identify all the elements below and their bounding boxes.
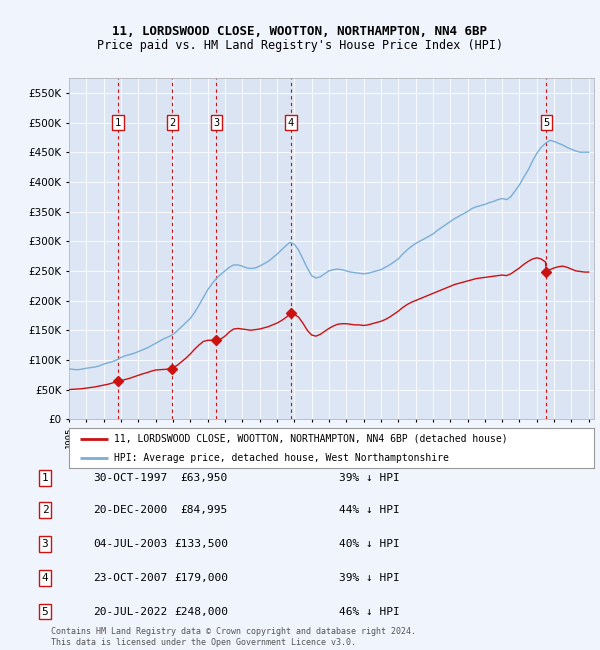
Text: 5: 5 xyxy=(41,606,49,617)
Text: £248,000: £248,000 xyxy=(174,606,228,617)
Text: 40% ↓ HPI: 40% ↓ HPI xyxy=(339,539,400,549)
Text: 46% ↓ HPI: 46% ↓ HPI xyxy=(339,606,400,617)
Text: 23-OCT-2007: 23-OCT-2007 xyxy=(93,573,167,583)
Text: 20-DEC-2000: 20-DEC-2000 xyxy=(93,505,167,515)
Text: £84,995: £84,995 xyxy=(181,505,228,515)
Text: 5: 5 xyxy=(543,118,550,127)
Text: £63,950: £63,950 xyxy=(181,473,228,483)
Text: 3: 3 xyxy=(213,118,220,127)
Text: £179,000: £179,000 xyxy=(174,573,228,583)
Text: 44% ↓ HPI: 44% ↓ HPI xyxy=(339,505,400,515)
Text: 3: 3 xyxy=(41,539,49,549)
Bar xyxy=(118,78,172,419)
Bar xyxy=(216,78,291,419)
Text: £133,500: £133,500 xyxy=(174,539,228,549)
Text: 1: 1 xyxy=(41,473,49,483)
Text: 11, LORDSWOOD CLOSE, WOOTTON, NORTHAMPTON, NN4 6BP (detached house): 11, LORDSWOOD CLOSE, WOOTTON, NORTHAMPTO… xyxy=(113,434,507,444)
Text: Contains HM Land Registry data © Crown copyright and database right 2024.
This d: Contains HM Land Registry data © Crown c… xyxy=(51,627,416,647)
Text: 2: 2 xyxy=(41,505,49,515)
Text: 4: 4 xyxy=(41,573,49,583)
Text: 39% ↓ HPI: 39% ↓ HPI xyxy=(339,473,400,483)
Bar xyxy=(547,78,594,419)
Text: 2: 2 xyxy=(169,118,176,127)
Text: 30-OCT-1997: 30-OCT-1997 xyxy=(93,473,167,483)
Text: 1: 1 xyxy=(115,118,121,127)
Text: 4: 4 xyxy=(288,118,294,127)
Text: 04-JUL-2003: 04-JUL-2003 xyxy=(93,539,167,549)
Text: 20-JUL-2022: 20-JUL-2022 xyxy=(93,606,167,617)
Text: Price paid vs. HM Land Registry's House Price Index (HPI): Price paid vs. HM Land Registry's House … xyxy=(97,39,503,52)
Text: 11, LORDSWOOD CLOSE, WOOTTON, NORTHAMPTON, NN4 6BP: 11, LORDSWOOD CLOSE, WOOTTON, NORTHAMPTO… xyxy=(113,25,487,38)
Text: HPI: Average price, detached house, West Northamptonshire: HPI: Average price, detached house, West… xyxy=(113,453,449,463)
Text: 39% ↓ HPI: 39% ↓ HPI xyxy=(339,573,400,583)
